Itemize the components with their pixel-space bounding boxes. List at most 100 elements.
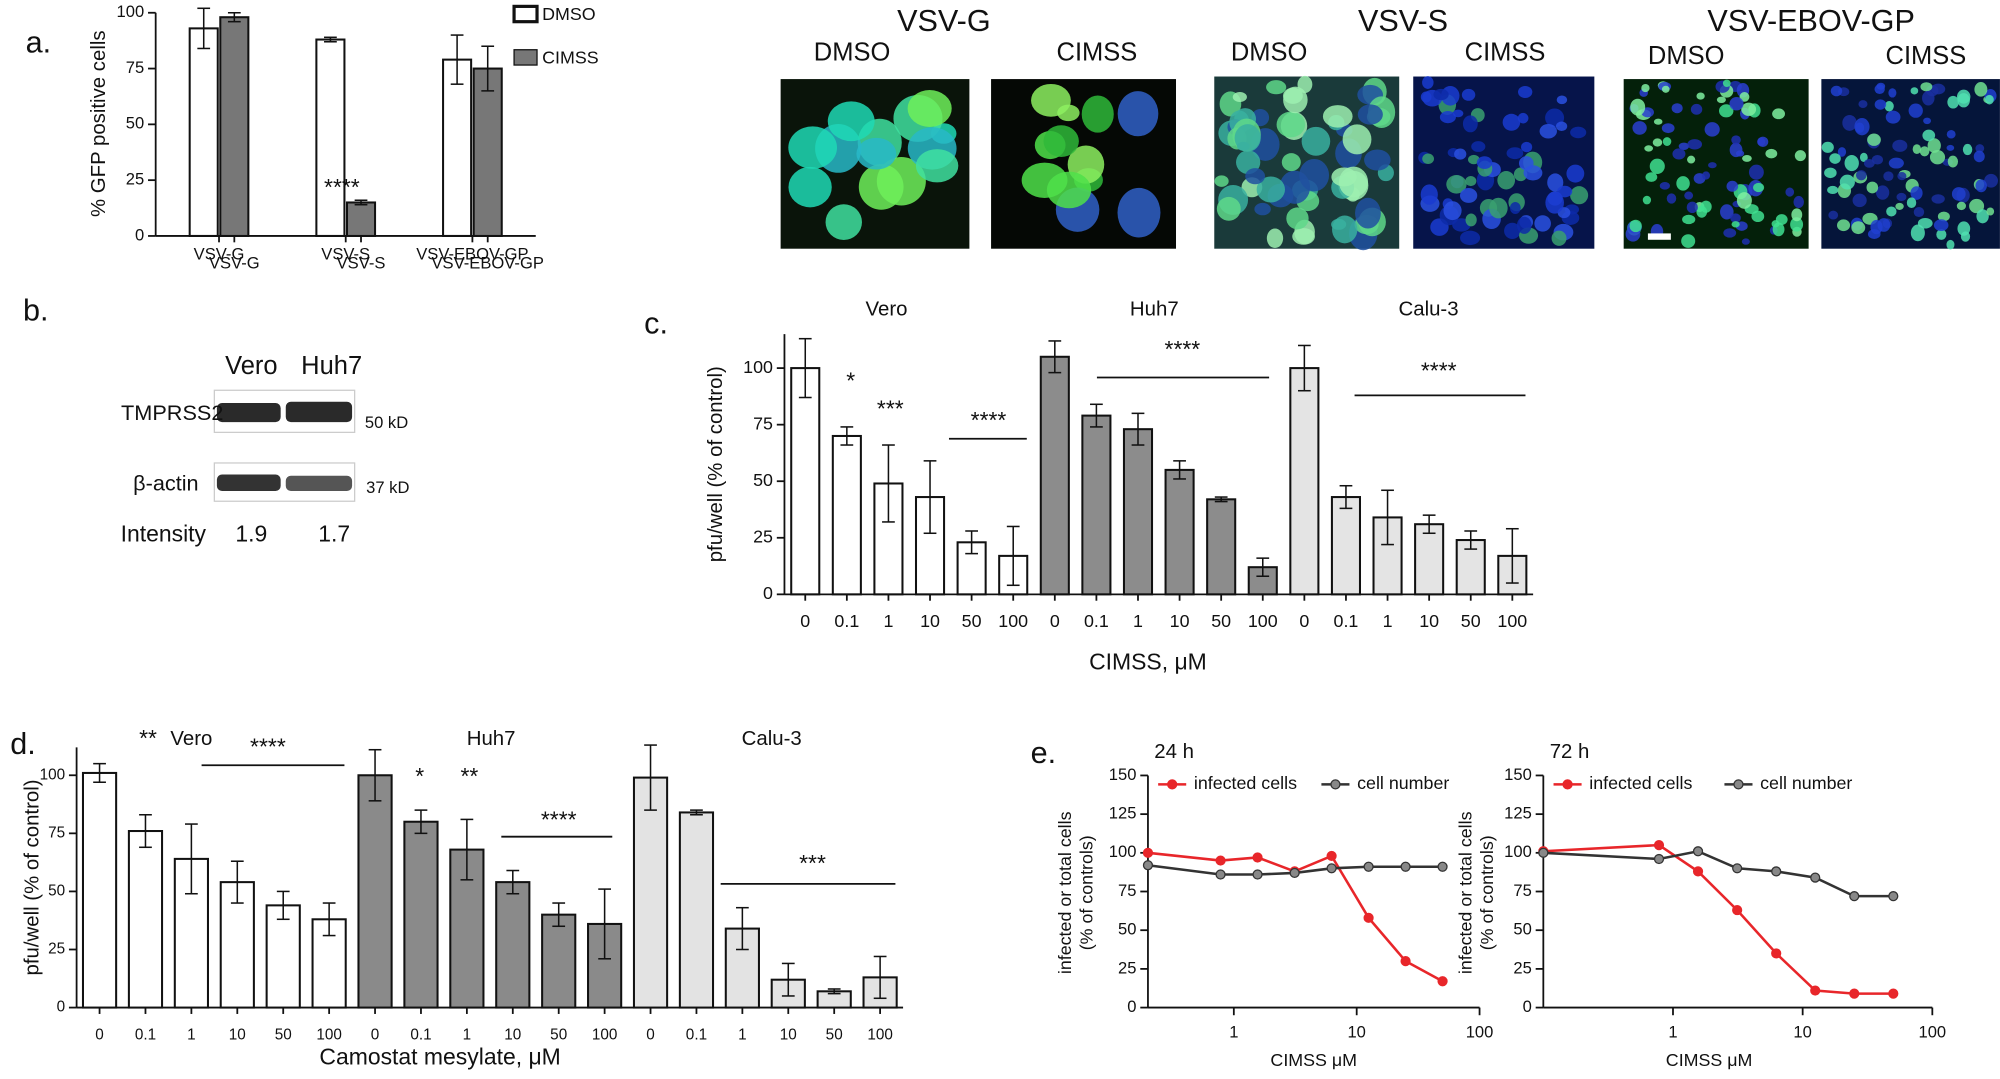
- legend-label: cell number: [1357, 773, 1449, 793]
- series-line: [1147, 863, 1443, 876]
- cell: [1021, 162, 1068, 198]
- cell: [1454, 148, 1467, 160]
- cell: [1708, 162, 1717, 169]
- cell: [1757, 136, 1769, 147]
- x-tick-label: VSV-G: [209, 253, 260, 272]
- x-tick-label: 10: [1170, 611, 1190, 631]
- cell: [1863, 158, 1875, 168]
- cell: [1910, 186, 1923, 200]
- cell: [1716, 96, 1726, 104]
- cell: [1566, 164, 1585, 183]
- y-tick-label: 75: [126, 58, 144, 77]
- cell: [1753, 182, 1765, 193]
- x-tick-label: VSV-S: [321, 244, 370, 263]
- cell: [1886, 206, 1897, 217]
- bar: [632, 776, 669, 1009]
- blot-size: 50 kD: [365, 413, 408, 432]
- cell: [1729, 97, 1744, 111]
- x-tick-label: 0: [95, 1027, 104, 1044]
- x-tick-label: 50: [550, 1027, 567, 1044]
- x-tick-label: 1: [1668, 1022, 1677, 1041]
- cell: [1956, 201, 1967, 211]
- bar: [495, 881, 531, 1009]
- bar: [1206, 498, 1237, 596]
- cell: [1883, 171, 1894, 182]
- x-axis-label: CIMSS μM: [1666, 1050, 1753, 1070]
- cell: [1896, 192, 1907, 202]
- cell: [1910, 224, 1925, 242]
- x-tick-label: 1: [463, 1027, 472, 1044]
- image-label: CIMSS: [1465, 38, 1546, 66]
- error-bar: [139, 813, 152, 849]
- cell: [1888, 157, 1904, 169]
- bar: [345, 201, 377, 237]
- y-tick-label: 0: [1523, 997, 1532, 1016]
- significance: ****: [1421, 357, 1457, 383]
- bar: [790, 367, 821, 596]
- data-point: [1142, 847, 1154, 858]
- bar: [678, 811, 715, 1009]
- x-tick-label: 100: [316, 1027, 342, 1044]
- group-label: Vero: [170, 728, 212, 750]
- error-bar: [1381, 489, 1394, 546]
- significance: **: [460, 763, 478, 789]
- cell: [1984, 173, 1998, 188]
- legend-label: CIMSS: [542, 47, 599, 67]
- cell: [907, 90, 952, 127]
- cell: [1504, 222, 1521, 239]
- data-point: [1252, 852, 1263, 863]
- error-bar: [690, 809, 703, 816]
- cell: [1653, 118, 1663, 125]
- cell: [1686, 201, 1698, 214]
- blot-band: [285, 401, 353, 423]
- panel-letter: d.: [10, 727, 36, 761]
- image-title: VSV-G: [897, 4, 991, 38]
- cell: [1459, 188, 1478, 203]
- y-tick-label: 100: [1109, 842, 1137, 861]
- x-tick-label: 100: [998, 611, 1028, 631]
- error-bar: [1173, 460, 1186, 480]
- cell: [1251, 108, 1270, 127]
- cell: [1922, 129, 1936, 142]
- cell: [1871, 155, 1884, 165]
- data-point: [1289, 867, 1300, 879]
- data-point: [1400, 861, 1411, 872]
- bar: [1122, 428, 1154, 596]
- blot-column: Huh7: [301, 352, 362, 380]
- bar: [127, 830, 164, 1009]
- blot-size: 37 kD: [366, 478, 409, 497]
- legend-label: DMSO: [542, 4, 596, 24]
- cell: [1332, 215, 1358, 244]
- cell: [1545, 191, 1564, 214]
- data-point: [1810, 985, 1821, 996]
- data-point: [1732, 863, 1743, 874]
- bar: [541, 913, 577, 1009]
- group-label: Huh7: [1130, 298, 1179, 320]
- cell: [1729, 142, 1743, 158]
- cell: [1506, 147, 1524, 160]
- cell: [788, 166, 832, 208]
- data-point: [1400, 956, 1411, 967]
- y-tick-label: 25: [1118, 958, 1136, 977]
- cell: [1785, 187, 1795, 197]
- cell: [1556, 95, 1568, 105]
- bar: [472, 67, 503, 237]
- error-bar: [840, 426, 854, 446]
- error-bar: [1339, 484, 1353, 510]
- cell: [1439, 111, 1456, 124]
- cell: [1885, 110, 1901, 124]
- cell: [1645, 172, 1658, 182]
- bar: [1164, 468, 1195, 596]
- error-bar: [798, 337, 812, 399]
- cell: [1931, 83, 1946, 95]
- x-tick-label: 1: [1133, 611, 1143, 631]
- cell: [1837, 219, 1851, 232]
- legend-swatch: [512, 4, 539, 24]
- error-bar: [450, 34, 464, 85]
- cell: [1986, 207, 1995, 216]
- cell: [1649, 158, 1665, 174]
- data-point: [1653, 839, 1665, 851]
- cell: [1696, 92, 1705, 100]
- error-bar: [781, 962, 795, 997]
- cell: [1923, 117, 1932, 125]
